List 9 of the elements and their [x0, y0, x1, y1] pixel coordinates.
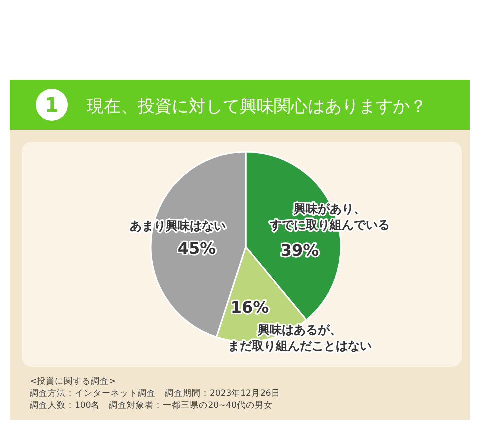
slice-label: あまり興味はない: [130, 219, 226, 233]
data-label: 39%: [280, 241, 320, 260]
data-label: 45%: [178, 239, 216, 258]
text: 調査人数：100名 調査対象者：一都三県の20~40代の男女: [30, 400, 273, 411]
data-label: 16%: [230, 298, 270, 317]
text: 調査方法：インターネット調査 調査期間：2023年12月26日: [30, 388, 280, 399]
chart-title: 現在、投資に対して興味関心はありますか？: [87, 97, 427, 117]
text: <投資に関する調査>: [30, 376, 116, 387]
text: 1: [45, 93, 59, 117]
